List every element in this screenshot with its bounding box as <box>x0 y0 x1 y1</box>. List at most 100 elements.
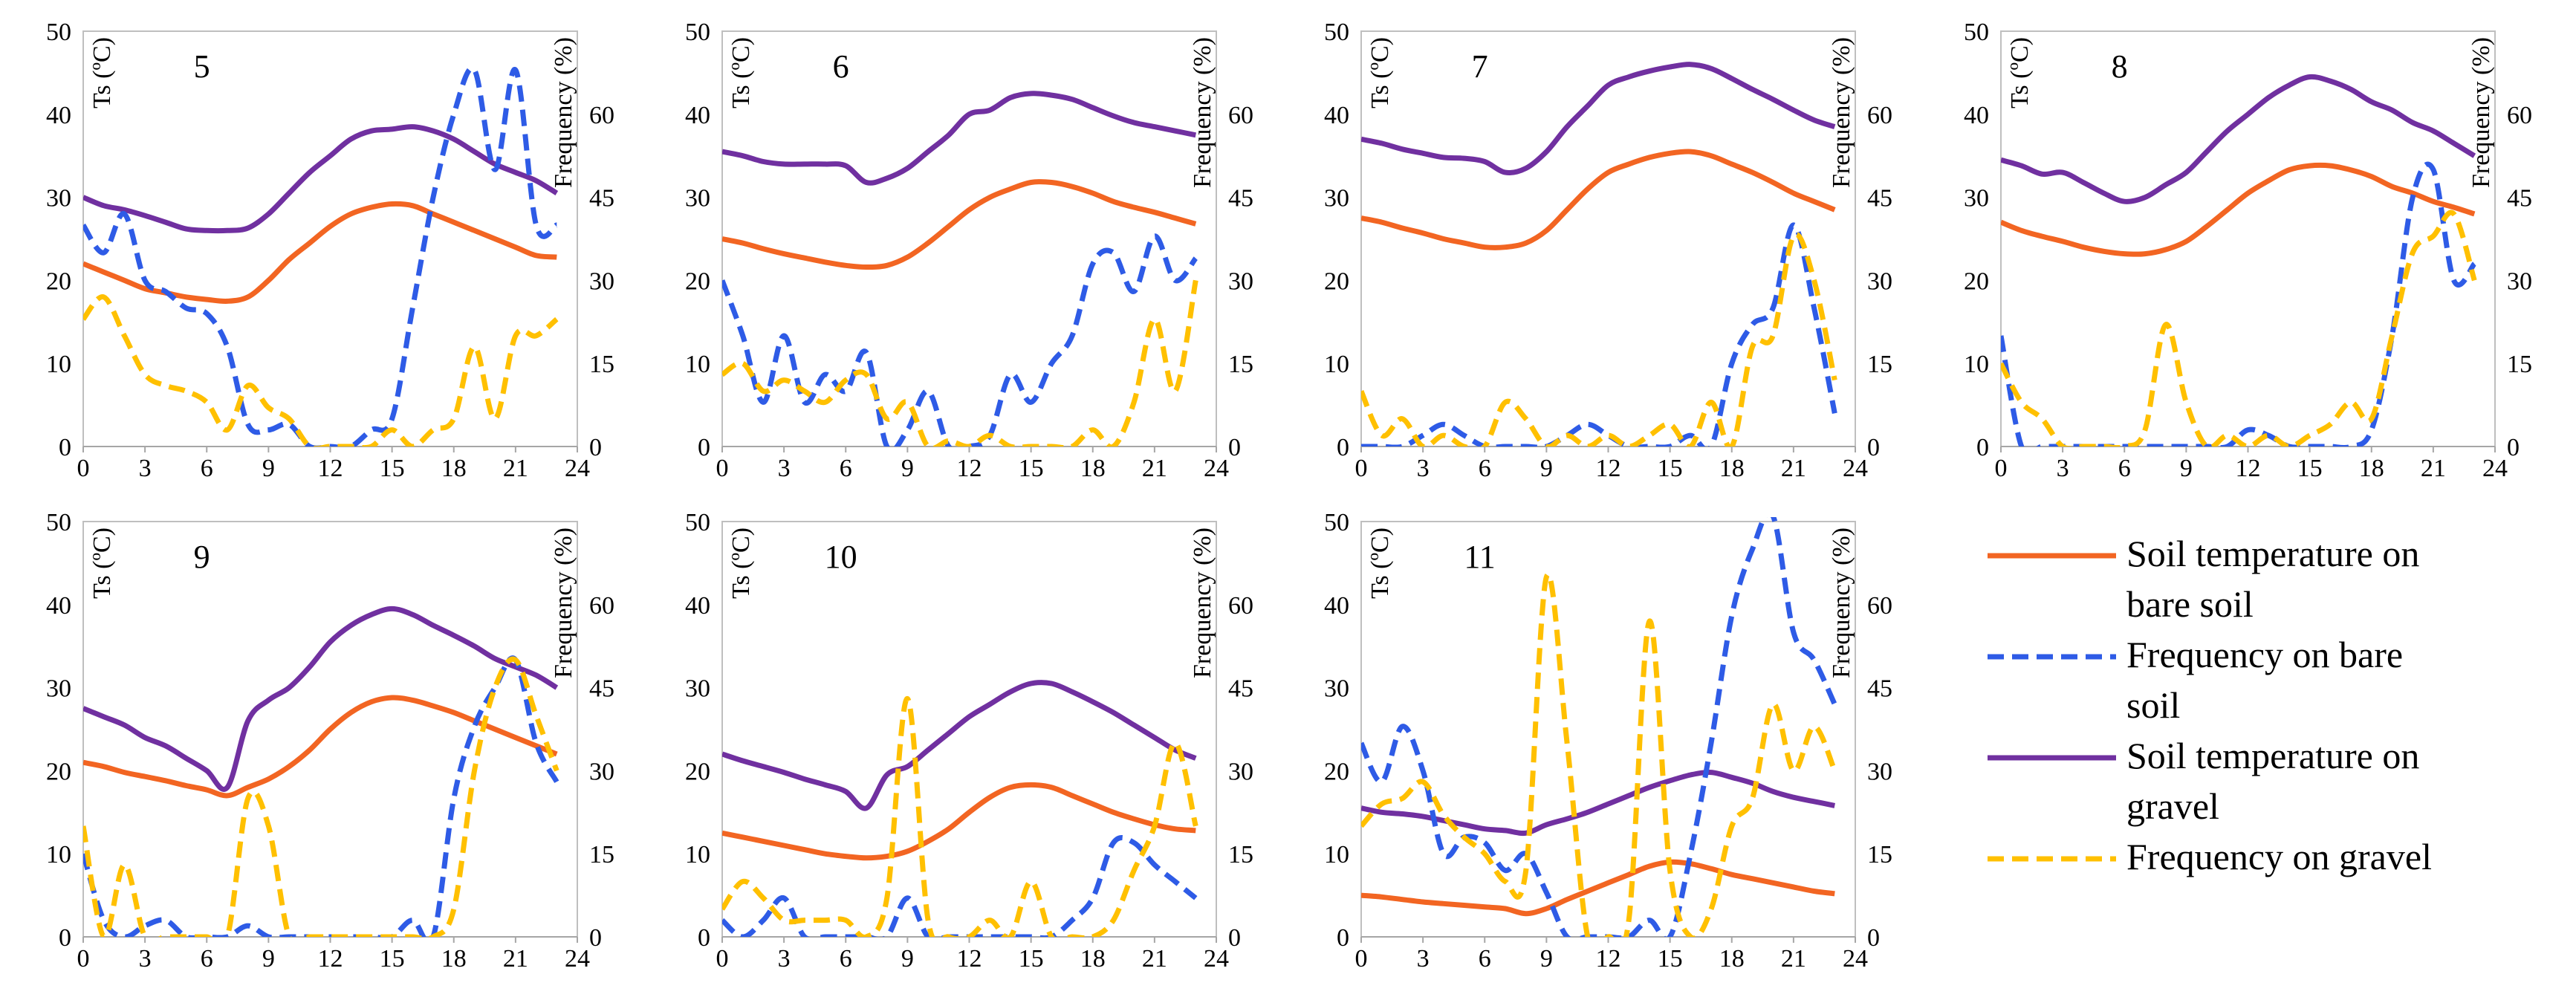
legend-label: bare soil <box>2126 583 2254 625</box>
x-tick-label: 18 <box>441 945 467 973</box>
y-axis-label: Ts (ºC) <box>1366 527 1394 599</box>
x-tick-label: 3 <box>778 455 791 482</box>
x-tick-label: 0 <box>716 455 729 482</box>
y-tick-label: 0 <box>59 434 71 461</box>
x-tick-label: 24 <box>1843 945 1868 973</box>
y-tick-label: 10 <box>46 841 71 868</box>
y-tick-label: 40 <box>1324 102 1349 129</box>
y2-tick-label: 30 <box>589 758 614 785</box>
x-tick-label: 24 <box>565 945 590 973</box>
legend-item-ts_bare: Soil temperature on bare soil <box>1988 533 2419 625</box>
x-tick-label: 6 <box>201 945 213 973</box>
y2-tick-label: 30 <box>1228 267 1253 295</box>
y-tick-label: 0 <box>1337 924 1349 952</box>
y2-tick-label: 0 <box>589 434 602 461</box>
series-line-frequency-on-gravel <box>1361 571 1837 937</box>
y2-axis-label: Frequency (%) <box>1189 37 1216 188</box>
x-tick-label: 3 <box>139 455 152 482</box>
x-tick-label: 0 <box>77 945 90 973</box>
x-tick-label: 9 <box>901 945 914 973</box>
series-line-frequency-on-gravel <box>722 279 1198 447</box>
x-tick-label: 21 <box>503 945 528 973</box>
x-tick-label: 0 <box>1995 455 2008 482</box>
y2-tick-label: 60 <box>1228 592 1253 620</box>
y2-tick-label: 15 <box>1228 841 1253 868</box>
y2-tick-label: 45 <box>1228 675 1253 703</box>
y2-tick-label: 30 <box>1867 267 1892 295</box>
x-tick-label: 24 <box>1204 945 1229 973</box>
x-tick-label: 6 <box>2118 455 2131 482</box>
y-tick-label: 40 <box>685 102 710 129</box>
series-line-frequency-on-bare-soil <box>722 233 1198 447</box>
series-group <box>83 65 559 447</box>
y2-tick-label: 15 <box>1228 351 1253 378</box>
y-tick-label: 20 <box>1324 267 1349 295</box>
x-tick-label: 15 <box>380 455 405 482</box>
x-tick-label: 12 <box>318 945 343 973</box>
y-tick-label: 20 <box>1964 267 1989 295</box>
plot-area-frame <box>2000 30 2496 447</box>
series-line-soil-temperature-on-gravel <box>2001 74 2476 204</box>
x-tick-label: 24 <box>565 455 590 482</box>
x-tick-label: 3 <box>1417 945 1430 973</box>
x-tick-label: 9 <box>1540 945 1553 973</box>
x-tick-label: 3 <box>2057 455 2069 482</box>
series-line-soil-temperature-on-gravel <box>722 680 1197 811</box>
panel-title: 8 <box>2112 48 2128 85</box>
x-tick-label: 9 <box>262 455 275 482</box>
legend-label: Soil temperature on <box>2126 735 2419 776</box>
y2-tick-label: 60 <box>589 592 614 620</box>
series-group <box>1361 62 1837 447</box>
x-tick-label: 0 <box>1355 455 1368 482</box>
y2-tick-label: 45 <box>1867 185 1892 212</box>
y2-tick-label: 15 <box>1867 841 1892 868</box>
series-line-frequency-on-gravel <box>2001 210 2477 447</box>
legend-label: Frequency on gravel <box>2126 836 2432 877</box>
x-tick-label: 18 <box>1719 945 1745 973</box>
x-tick-label: 0 <box>77 455 90 482</box>
y2-axis-label: Frequency (%) <box>1828 527 1855 678</box>
series-line-frequency-on-bare-soil <box>83 65 559 447</box>
x-tick-label: 12 <box>1596 945 1621 973</box>
y-tick-label: 50 <box>1324 509 1349 536</box>
series-line-frequency-on-gravel <box>1361 232 1837 447</box>
y-tick-label: 20 <box>46 758 71 785</box>
y2-tick-label: 60 <box>589 102 614 129</box>
series-line-soil-temperature-on-gravel <box>722 91 1197 186</box>
panel-title: 6 <box>833 48 849 85</box>
y-axis-label: Ts (ºC) <box>727 527 755 599</box>
x-tick-label: 21 <box>1781 945 1806 973</box>
legend-item-freq_bare: Frequency on bare soil <box>1988 634 2403 726</box>
y2-tick-label: 0 <box>1867 434 1880 461</box>
y-tick-label: 0 <box>698 434 710 461</box>
x-tick-label: 9 <box>262 945 275 973</box>
y2-tick-label: 15 <box>589 841 614 868</box>
series-line-frequency-on-gravel <box>83 294 559 447</box>
y2-axis-label: Frequency (%) <box>1189 527 1216 678</box>
x-tick-label: 0 <box>716 945 729 973</box>
y-tick-label: 40 <box>46 592 71 620</box>
y2-tick-label: 30 <box>2507 267 2532 295</box>
legend-label: Frequency on bare <box>2126 634 2403 675</box>
y2-tick-label: 30 <box>1228 758 1253 785</box>
y-tick-label: 0 <box>59 924 71 952</box>
y-tick-label: 10 <box>685 351 710 378</box>
series-group <box>83 605 559 937</box>
y-tick-label: 30 <box>1964 185 1989 212</box>
y-tick-label: 10 <box>1964 351 1989 378</box>
series-line-frequency-on-bare-soil <box>2001 161 2477 447</box>
panel-title: 5 <box>194 48 210 85</box>
series-group <box>1361 517 1837 937</box>
legend-item-ts_gravel: Soil temperature on gravel <box>1988 735 2419 827</box>
x-tick-label: 15 <box>1019 945 1044 973</box>
y-tick-label: 50 <box>46 509 71 536</box>
y-tick-label: 50 <box>1964 19 1989 46</box>
y-tick-label: 50 <box>1324 19 1349 46</box>
y2-axis-label: Frequency (%) <box>1828 37 1855 188</box>
x-tick-label: 12 <box>1596 455 1621 482</box>
series-line-soil-temperature-on-bare-soil <box>722 782 1196 861</box>
